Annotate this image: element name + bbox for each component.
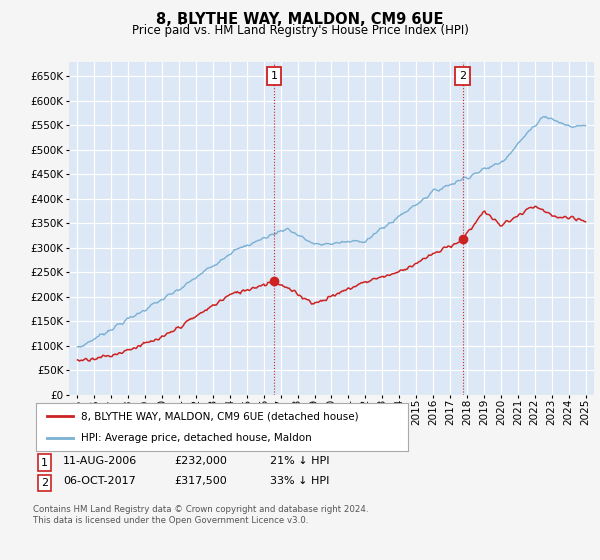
Text: 8, BLYTHE WAY, MALDON, CM9 6UE: 8, BLYTHE WAY, MALDON, CM9 6UE — [156, 12, 444, 27]
Text: 33% ↓ HPI: 33% ↓ HPI — [270, 476, 329, 486]
Text: Price paid vs. HM Land Registry's House Price Index (HPI): Price paid vs. HM Land Registry's House … — [131, 24, 469, 37]
Text: £317,500: £317,500 — [174, 476, 227, 486]
Text: 11-AUG-2006: 11-AUG-2006 — [63, 456, 137, 466]
Text: 1: 1 — [271, 71, 277, 81]
Text: 2: 2 — [41, 478, 48, 488]
Text: 2: 2 — [459, 71, 466, 81]
Text: 8, BLYTHE WAY, MALDON, CM9 6UE (detached house): 8, BLYTHE WAY, MALDON, CM9 6UE (detached… — [80, 411, 358, 421]
Text: 06-OCT-2017: 06-OCT-2017 — [63, 476, 136, 486]
Text: HPI: Average price, detached house, Maldon: HPI: Average price, detached house, Mald… — [80, 433, 311, 443]
Text: 1: 1 — [41, 458, 48, 468]
Text: Contains HM Land Registry data © Crown copyright and database right 2024.
This d: Contains HM Land Registry data © Crown c… — [33, 505, 368, 525]
Text: £232,000: £232,000 — [174, 456, 227, 466]
Text: 21% ↓ HPI: 21% ↓ HPI — [270, 456, 329, 466]
